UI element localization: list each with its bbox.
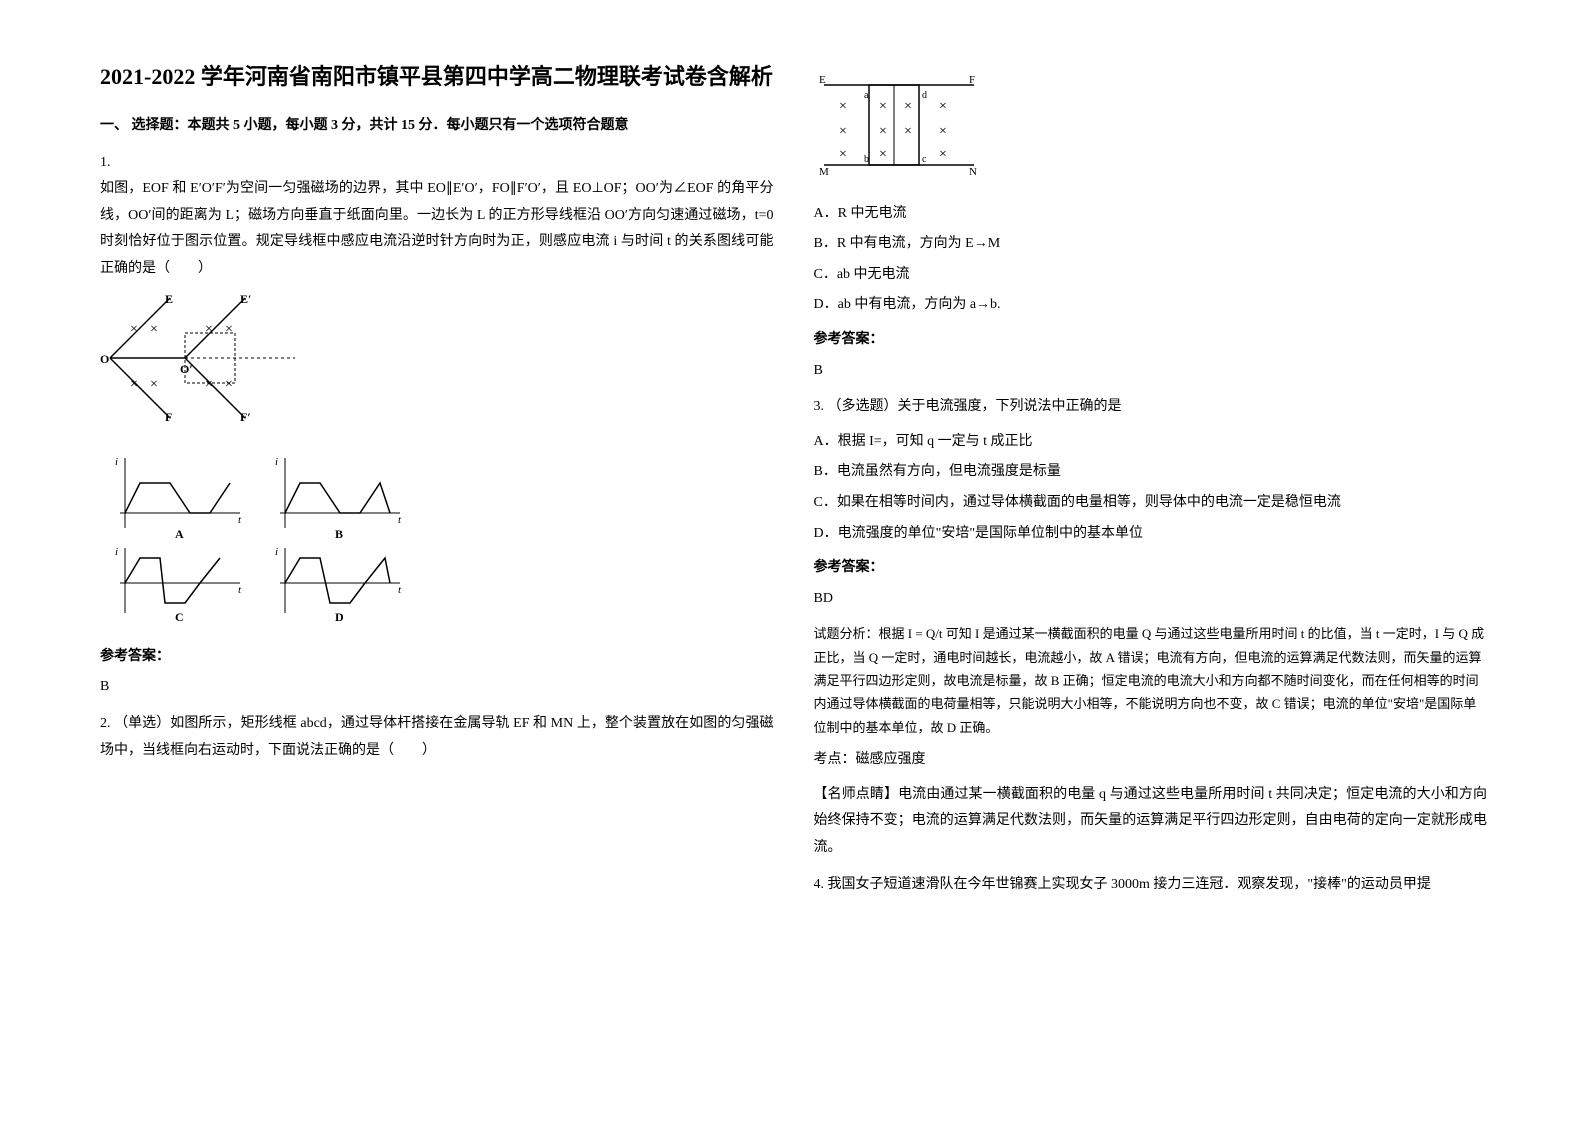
question-3-teacher-note: 【名师点睛】电流由通过某一横截面积的电量 q 与通过这些电量所用时间 t 共同决…	[814, 782, 1488, 862]
question-3-option-c: C．如果在相等时间内，通过导体横截面的电量相等，则导体中的电流一定是稳恒电流	[814, 490, 1488, 517]
question-3-option-a: A．根据 I=，可知 q 一定与 t 成正比	[814, 429, 1488, 456]
question-4: 4. 我国女子短道速滑队在今年世锦赛上实现女子 3000m 接力三连冠．观察发现…	[814, 872, 1488, 899]
question-3-text: 3. （多选题）关于电流强度，下列说法中正确的是	[814, 394, 1488, 421]
svg-text:E′: E′	[240, 293, 251, 306]
svg-text:F′: F′	[240, 410, 251, 423]
section-1-title: 一、 选择题：本题共 5 小题，每小题 3 分，共计 15 分．每小题只有一个选…	[100, 113, 774, 140]
svg-text:a: a	[864, 90, 869, 101]
question-2-option-d: D．ab 中有电流，方向为 a→b.	[814, 292, 1488, 319]
question-4-body: 我国女子短道速滑队在今年世锦赛上实现女子 3000m 接力三连冠．观察发现，"接…	[828, 877, 1431, 892]
svg-text:d: d	[922, 90, 927, 101]
svg-text:N: N	[969, 166, 977, 178]
svg-text:×: ×	[939, 124, 947, 139]
svg-text:×: ×	[130, 377, 138, 392]
svg-text:E: E	[819, 74, 826, 86]
document-title: 2021-2022 学年河南省南阳市镇平县第四中学高二物理联考试卷含解析	[100, 60, 774, 93]
svg-text:×: ×	[205, 322, 213, 337]
question-3-number: 3.	[814, 399, 825, 414]
svg-text:×: ×	[879, 99, 887, 114]
svg-text:×: ×	[939, 99, 947, 114]
question-2-text: 2. （单选）如图所示，矩形线框 abcd，通过导体杆搭接在金属导轨 EF 和 …	[100, 711, 774, 764]
svg-text:×: ×	[904, 124, 912, 139]
svg-text:×: ×	[225, 322, 233, 337]
svg-text:×: ×	[225, 377, 233, 392]
right-column: E F M N a d b c × × × × × × × × × × × A．…	[794, 60, 1508, 1062]
question-1-figure-graphs: i t A i t B i	[100, 443, 774, 634]
left-column: 2021-2022 学年河南省南阳市镇平县第四中学高二物理联考试卷含解析 一、 …	[80, 60, 794, 1062]
svg-text:×: ×	[939, 147, 947, 162]
question-1-figure-field: E F O E′ F′ O′ × × × × × × × ×	[100, 293, 774, 434]
svg-text:×: ×	[879, 124, 887, 139]
svg-text:×: ×	[839, 124, 847, 139]
svg-text:×: ×	[839, 99, 847, 114]
svg-text:O: O	[100, 352, 109, 366]
svg-text:F: F	[165, 410, 172, 423]
question-3-answer-label: 参考答案：	[814, 555, 1488, 582]
svg-text:×: ×	[150, 377, 158, 392]
svg-text:A: A	[175, 527, 184, 541]
svg-text:i: i	[115, 456, 118, 468]
svg-text:×: ×	[879, 147, 887, 162]
question-3-point: 考点：磁感应强度	[814, 747, 1488, 774]
question-3-analysis: 试题分析：根据 I = Q/t 可知 I 是通过某一横截面积的电量 Q 与通过这…	[814, 622, 1488, 739]
svg-text:i: i	[275, 546, 278, 558]
question-1: 1. 如图，EOF 和 E′O′F′为空间一匀强磁场的边界，其中 EO∥E′O′…	[100, 150, 774, 701]
question-1-number: 1.	[100, 150, 774, 177]
svg-text:B: B	[335, 527, 343, 541]
question-2: 2. （单选）如图所示，矩形线框 abcd，通过导体杆搭接在金属导轨 EF 和 …	[100, 711, 774, 764]
svg-text:×: ×	[839, 147, 847, 162]
question-2-number: 2.	[100, 716, 111, 731]
question-2-body: （单选）如图所示，矩形线框 abcd，通过导体杆搭接在金属导轨 EF 和 MN …	[100, 716, 774, 758]
question-3: 3. （多选题）关于电流强度，下列说法中正确的是 A．根据 I=，可知 q 一定…	[814, 394, 1488, 861]
svg-text:E: E	[165, 293, 173, 306]
question-2-answer: B	[814, 358, 1488, 385]
svg-text:t: t	[238, 584, 242, 596]
svg-text:×: ×	[205, 377, 213, 392]
svg-text:×: ×	[130, 322, 138, 337]
question-2-answer-label: 参考答案：	[814, 327, 1488, 354]
question-1-answer-label: 参考答案：	[100, 644, 774, 671]
question-3-body: （多选题）关于电流强度，下列说法中正确的是	[828, 399, 1122, 414]
svg-text:t: t	[238, 514, 242, 526]
question-2-option-a: A．R 中无电流	[814, 201, 1488, 228]
question-2-option-b: B．R 中有电流，方向为 E→M	[814, 231, 1488, 258]
question-3-option-d: D．电流强度的单位"安培"是国际单位制中的基本单位	[814, 521, 1488, 548]
question-1-answer: B	[100, 674, 774, 701]
question-3-option-b: B．电流虽然有方向，但电流强度是标量	[814, 459, 1488, 486]
svg-text:t: t	[398, 584, 402, 596]
svg-text:c: c	[922, 154, 927, 165]
svg-text:b: b	[864, 154, 869, 165]
question-2-figure: E F M N a d b c × × × × × × × × × × ×	[814, 70, 1488, 191]
svg-text:F: F	[969, 74, 975, 86]
svg-text:O′: O′	[180, 362, 193, 376]
svg-text:D: D	[335, 610, 344, 623]
question-4-text: 4. 我国女子短道速滑队在今年世锦赛上实现女子 3000m 接力三连冠．观察发现…	[814, 872, 1488, 899]
svg-text:M: M	[819, 166, 829, 178]
question-2-option-c: C．ab 中无电流	[814, 262, 1488, 289]
question-1-text: 如图，EOF 和 E′O′F′为空间一匀强磁场的边界，其中 EO∥E′O′，FO…	[100, 176, 774, 282]
svg-text:×: ×	[904, 99, 912, 114]
svg-text:C: C	[175, 610, 184, 623]
svg-text:×: ×	[150, 322, 158, 337]
question-3-answer: BD	[814, 586, 1488, 613]
question-4-number: 4.	[814, 877, 825, 892]
svg-text:t: t	[398, 514, 402, 526]
svg-text:i: i	[115, 546, 118, 558]
svg-text:i: i	[275, 456, 278, 468]
